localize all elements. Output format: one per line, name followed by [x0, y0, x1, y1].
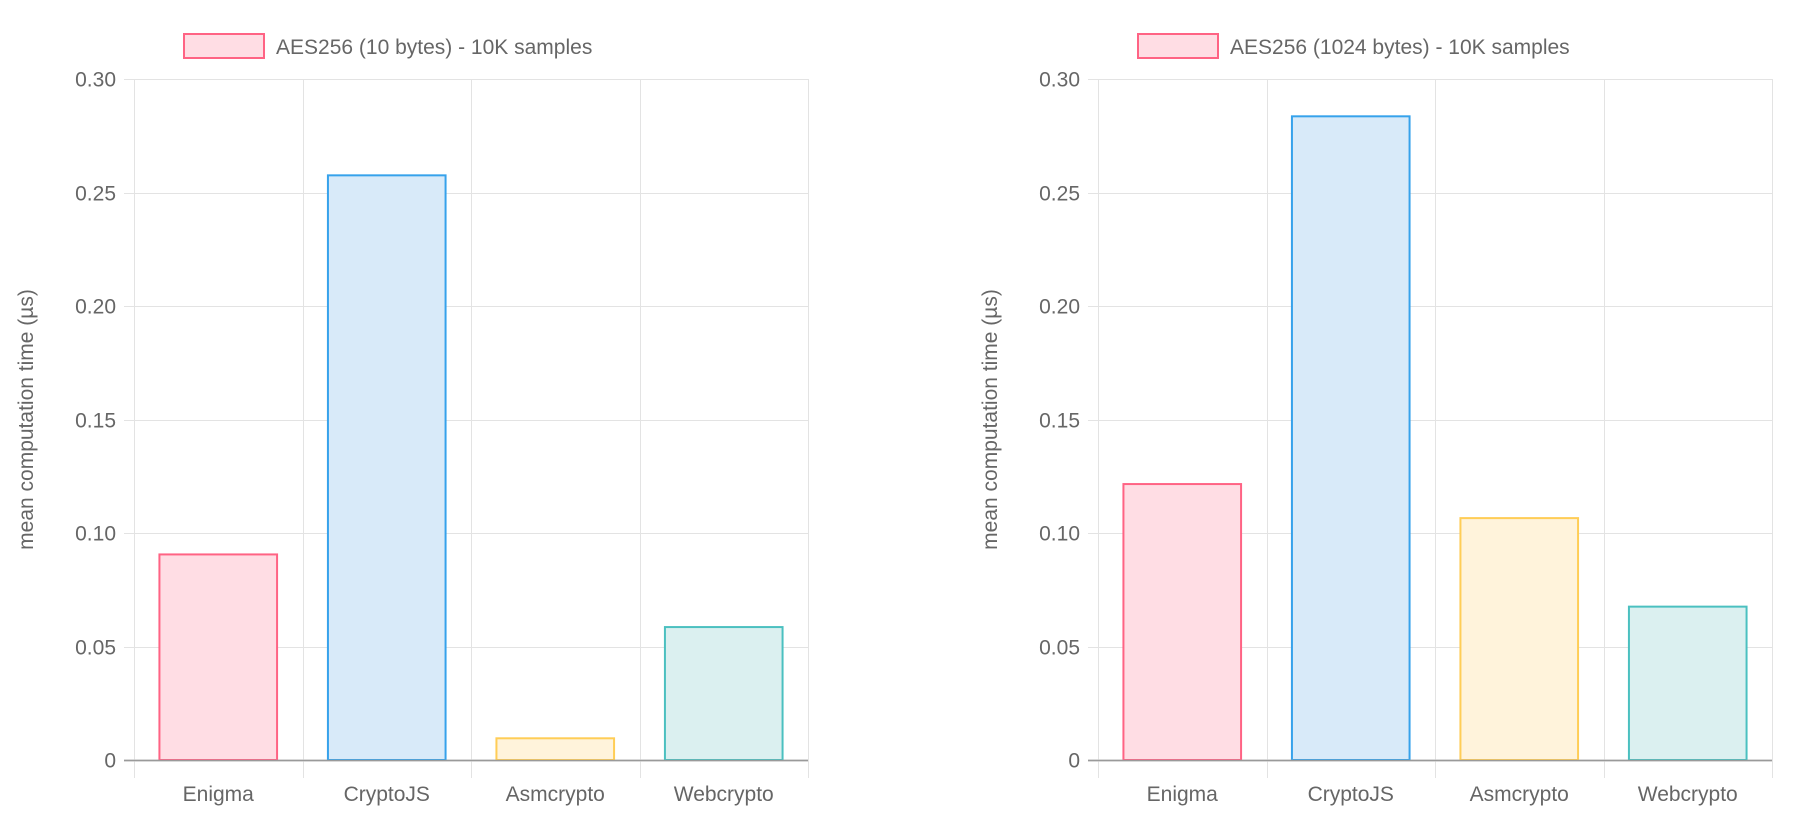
y-tick-label: 0.10 [75, 523, 116, 546]
legend-swatch [183, 33, 265, 59]
legend-label: AES256 (1024 bytes) - 10K samples [1230, 36, 1570, 59]
y-axis-title: mean computation time (µs) [979, 289, 1002, 550]
chart-panel-aes256-1024-bytes: 0 0.05 0.10 0.15 0.20 0.25 0.30 Enigma CryptoJS A… [900, 0, 1800, 834]
legend-label: AES256 (10 bytes) - 10K samples [276, 36, 592, 59]
bar-cryptojs [1290, 115, 1411, 761]
y-axis-title: mean computation time (µs) [15, 289, 38, 550]
x-tick-label: Enigma [1147, 783, 1219, 806]
y-tick-label: 0.05 [75, 637, 116, 660]
x-tick-label: CryptoJS [344, 783, 430, 806]
x-tick-label: Enigma [183, 783, 255, 806]
chart-svg-right: 0 0.05 0.10 0.15 0.20 0.25 0.30 Enigma CryptoJS A… [979, 33, 1773, 806]
x-tick-label: Asmcrypto [1470, 783, 1569, 806]
y-tick-label: 0.30 [75, 69, 116, 92]
y-tick-label: 0.20 [1039, 296, 1080, 319]
bar-cryptojs [326, 174, 447, 761]
y-tick-label: 0 [1068, 750, 1080, 773]
y-tick-label: 0.25 [1039, 183, 1080, 206]
x-tick-label: CryptoJS [1308, 783, 1394, 806]
bar-webcrypto [1627, 605, 1748, 762]
y-tick-label: 0.30 [1039, 69, 1080, 92]
y-tick-label: 0.25 [75, 183, 116, 206]
y-tick-label: 0.05 [1039, 637, 1080, 660]
bar-enigma [1122, 483, 1243, 761]
x-tick-label: Webcrypto [674, 783, 774, 806]
x-tick-label: Webcrypto [1638, 783, 1738, 806]
y-tick-label: 0.10 [1039, 523, 1080, 546]
y-tick-label: 0.15 [75, 410, 116, 433]
bar-asmcrypto [495, 737, 616, 761]
bar-webcrypto [663, 626, 784, 761]
y-tick-label: 0.15 [1039, 410, 1080, 433]
chart-panel-aes256-10-bytes: 0 0.05 0.10 0.15 0.20 0.25 0.30 Enigma CryptoJS A… [15, 33, 809, 806]
x-tick-label: Asmcrypto [506, 783, 605, 806]
chart-svg-left: 0 0.05 0.10 0.15 0.20 0.25 0.30 Enigma CryptoJS A… [15, 33, 809, 806]
y-tick-label: 0 [104, 750, 116, 773]
legend-swatch [1137, 33, 1219, 59]
bar-enigma [158, 553, 279, 761]
y-tick-label: 0.20 [75, 296, 116, 319]
bar-asmcrypto [1459, 517, 1580, 761]
